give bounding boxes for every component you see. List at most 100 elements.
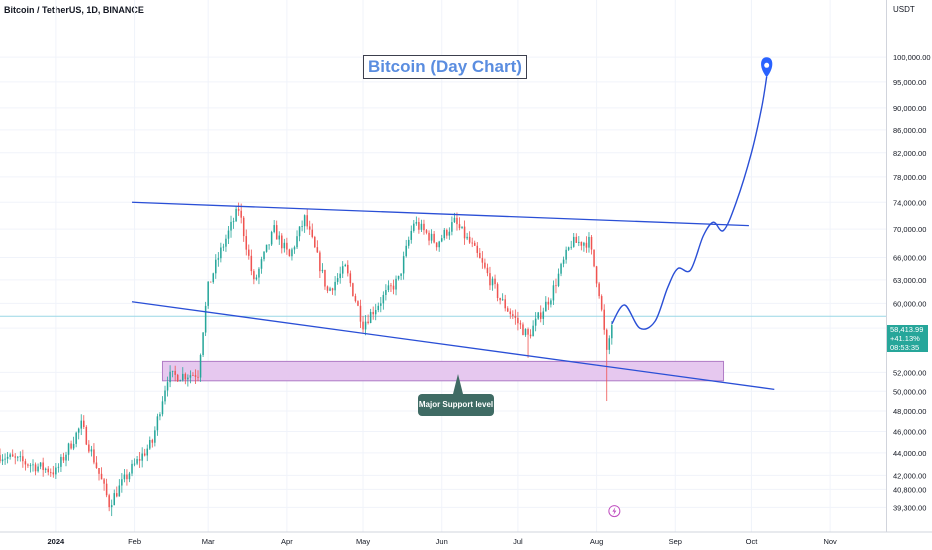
candle-body bbox=[420, 223, 423, 230]
candle-body bbox=[146, 448, 149, 456]
candle-body bbox=[192, 375, 194, 376]
candle-body bbox=[70, 443, 72, 449]
candle-body bbox=[430, 233, 433, 241]
candle-body bbox=[37, 466, 39, 472]
candle-body bbox=[67, 443, 70, 455]
candle-body bbox=[149, 439, 151, 449]
candle-body bbox=[390, 285, 392, 287]
candle-body bbox=[352, 283, 354, 297]
candle-body bbox=[354, 296, 357, 302]
candle-body bbox=[113, 493, 116, 506]
candle-body bbox=[415, 222, 418, 224]
candle-body bbox=[344, 264, 347, 267]
candle-body bbox=[425, 230, 428, 233]
candle-body bbox=[339, 273, 341, 279]
price-axis[interactable] bbox=[886, 0, 932, 532]
candle-body bbox=[308, 226, 311, 230]
candle-body bbox=[159, 414, 161, 417]
candle-body bbox=[380, 303, 382, 306]
candle-body bbox=[501, 299, 504, 301]
candle-body bbox=[567, 247, 570, 250]
last-price-badge: 58,413.99 +41.13% 08:53:35 bbox=[887, 325, 928, 352]
candle-body bbox=[595, 266, 598, 284]
candle-body bbox=[281, 235, 283, 249]
candle-body bbox=[377, 305, 380, 311]
candle-body bbox=[182, 373, 184, 381]
callout-pointer bbox=[453, 374, 463, 394]
candle-body bbox=[331, 288, 334, 291]
candle-body bbox=[418, 222, 420, 230]
candle-body bbox=[248, 249, 250, 256]
candle-body bbox=[194, 375, 197, 377]
candle-body bbox=[486, 267, 489, 274]
candle-body bbox=[220, 247, 222, 259]
candle-body bbox=[278, 235, 281, 240]
candle-body bbox=[136, 459, 138, 464]
candle-body bbox=[471, 242, 473, 244]
candle-body bbox=[44, 468, 47, 471]
candle-body bbox=[336, 278, 339, 282]
candle-body bbox=[451, 222, 453, 232]
candle-body bbox=[156, 416, 159, 431]
candle-body bbox=[27, 464, 29, 466]
candle-body bbox=[557, 273, 560, 286]
candle-body bbox=[50, 472, 52, 474]
candle-body bbox=[166, 382, 169, 391]
candle-body bbox=[303, 215, 306, 227]
candle-body bbox=[260, 259, 263, 269]
candle-body bbox=[476, 245, 479, 253]
candle-body bbox=[55, 467, 57, 475]
candle-body bbox=[349, 273, 352, 284]
candle-body bbox=[590, 236, 593, 250]
bar-countdown: 08:53:35 bbox=[890, 343, 920, 352]
candle-body bbox=[0, 455, 1, 462]
candle-body bbox=[232, 221, 235, 223]
candle-body bbox=[93, 449, 95, 463]
candle-body bbox=[268, 244, 270, 246]
trendlines-layer bbox=[131, 201, 775, 391]
candle-body bbox=[578, 241, 580, 243]
candle-body bbox=[392, 285, 395, 290]
candle-body bbox=[433, 233, 435, 243]
candle-body bbox=[605, 329, 608, 350]
candle-body bbox=[608, 338, 611, 350]
candle-body bbox=[164, 390, 166, 402]
candle-body bbox=[47, 468, 49, 473]
candle-body bbox=[519, 323, 522, 325]
candle-body bbox=[19, 456, 22, 458]
last-change: +41.13% bbox=[890, 334, 920, 343]
candle-body bbox=[593, 249, 595, 267]
candle-body bbox=[532, 325, 534, 337]
candles-layer bbox=[0, 202, 613, 517]
candle-body bbox=[217, 258, 220, 260]
support-zone-layer bbox=[0, 315, 886, 382]
candle-body bbox=[65, 454, 67, 461]
candle-body bbox=[52, 472, 55, 475]
candle-body bbox=[141, 453, 143, 461]
candle-body bbox=[600, 296, 603, 310]
candle-body bbox=[583, 242, 585, 246]
candle-body bbox=[138, 459, 141, 461]
candle-body bbox=[222, 246, 225, 248]
candle-body bbox=[17, 456, 19, 458]
candle-body bbox=[423, 223, 425, 231]
candle-body bbox=[240, 210, 242, 218]
candle-body bbox=[357, 301, 359, 306]
candle-body bbox=[524, 329, 527, 336]
candle-body bbox=[359, 305, 362, 322]
candle-body bbox=[555, 285, 557, 287]
lightning-icon bbox=[608, 505, 621, 518]
candle-body bbox=[22, 456, 24, 462]
candle-body bbox=[326, 286, 329, 291]
candle-body bbox=[237, 208, 240, 211]
candle-body bbox=[29, 465, 32, 467]
candle-body bbox=[367, 321, 369, 323]
candle-body bbox=[517, 317, 519, 324]
candle-body bbox=[151, 439, 154, 443]
candle-body bbox=[209, 281, 212, 283]
lightning-icon-bolt bbox=[612, 507, 617, 516]
candle-body bbox=[174, 370, 176, 375]
candle-body bbox=[458, 224, 461, 229]
candle-body bbox=[372, 311, 374, 315]
